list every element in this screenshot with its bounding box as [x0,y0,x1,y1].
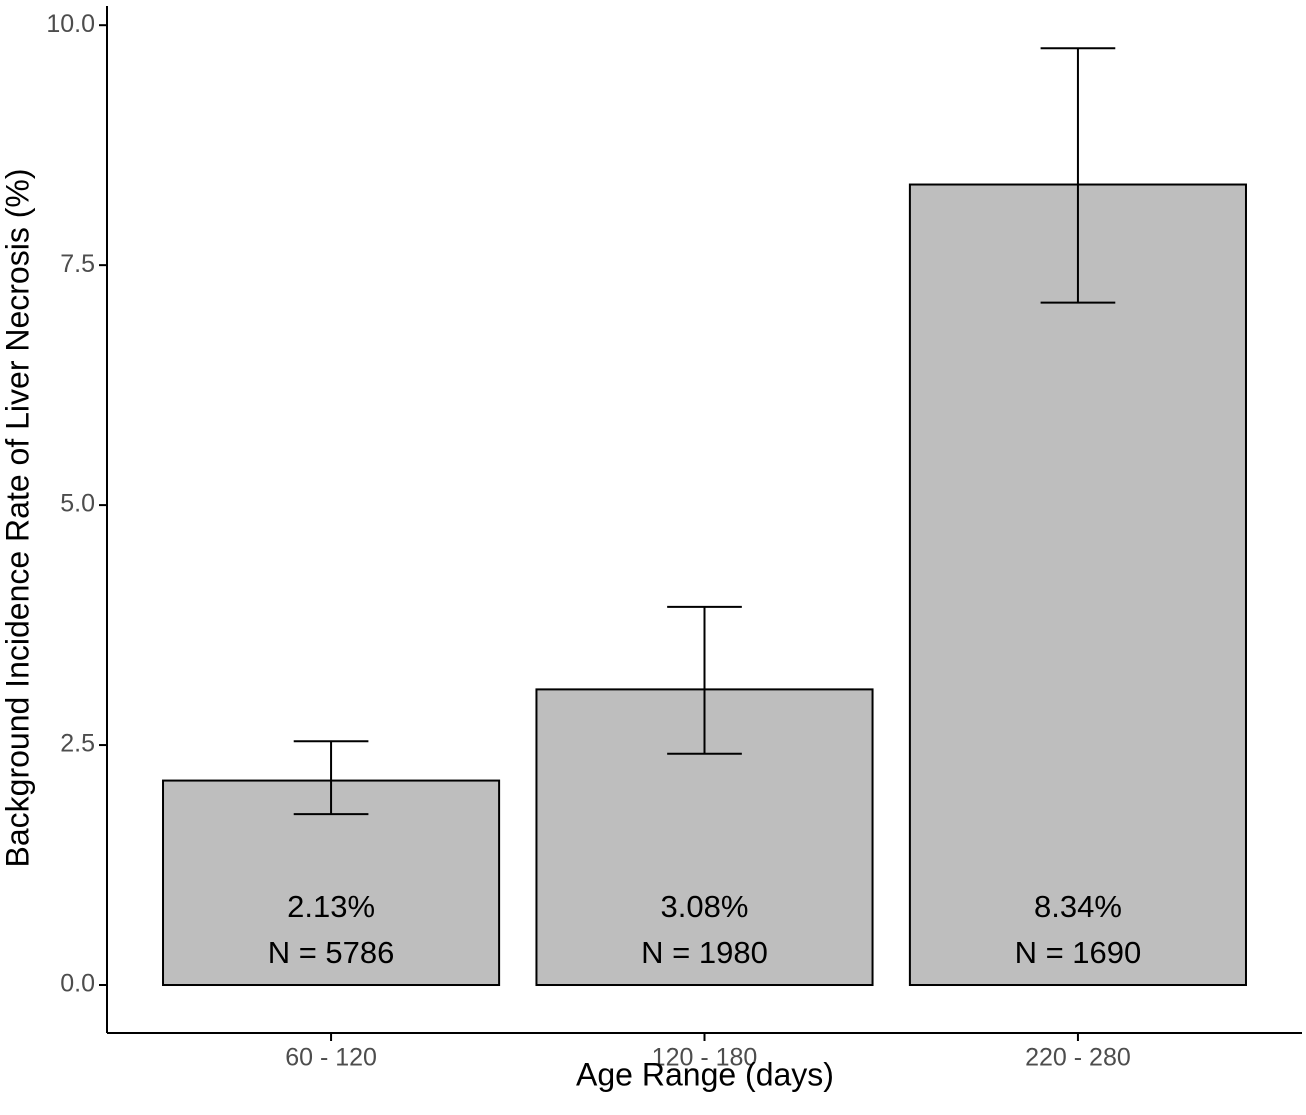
y-tick-label: 2.5 [60,730,95,758]
bar-percent-label: 3.08% [661,889,749,924]
x-tick-label: 120 - 180 [652,1044,758,1072]
y-tick-label: 5.0 [60,490,95,518]
y-tick-label: 10.0 [46,10,95,38]
x-tick-label: 60 - 120 [285,1044,377,1072]
x-axis-title: Age Range (days) [576,1056,834,1092]
bar [908,183,1247,987]
y-tick-label: 0.0 [60,970,95,998]
y-ticks-layer: 0.0 2.5 5.0 7.5 10.0 [46,10,107,998]
bars-layer [162,183,1247,987]
x-ticks-layer: 60 - 120 120 - 180 220 - 280 [285,1033,1131,1072]
error-bars-layer [293,47,1116,816]
x-tick-label: 220 - 280 [1025,1044,1131,1072]
y-axis-title: Background Incidence Rate of Liver Necro… [0,169,35,868]
bar-percent-label: 8.34% [1034,889,1122,924]
bar-n-label: N = 5786 [268,935,395,970]
bar-n-label: N = 1980 [641,935,768,970]
bar-percent-label: 2.13% [287,889,375,924]
y-tick-label: 7.5 [60,250,95,278]
bar-n-label: N = 1690 [1015,935,1142,970]
bar-labels-layer: 2.13% N = 5786 3.08% N = 1980 8.34% N = 1690 [268,889,1142,970]
